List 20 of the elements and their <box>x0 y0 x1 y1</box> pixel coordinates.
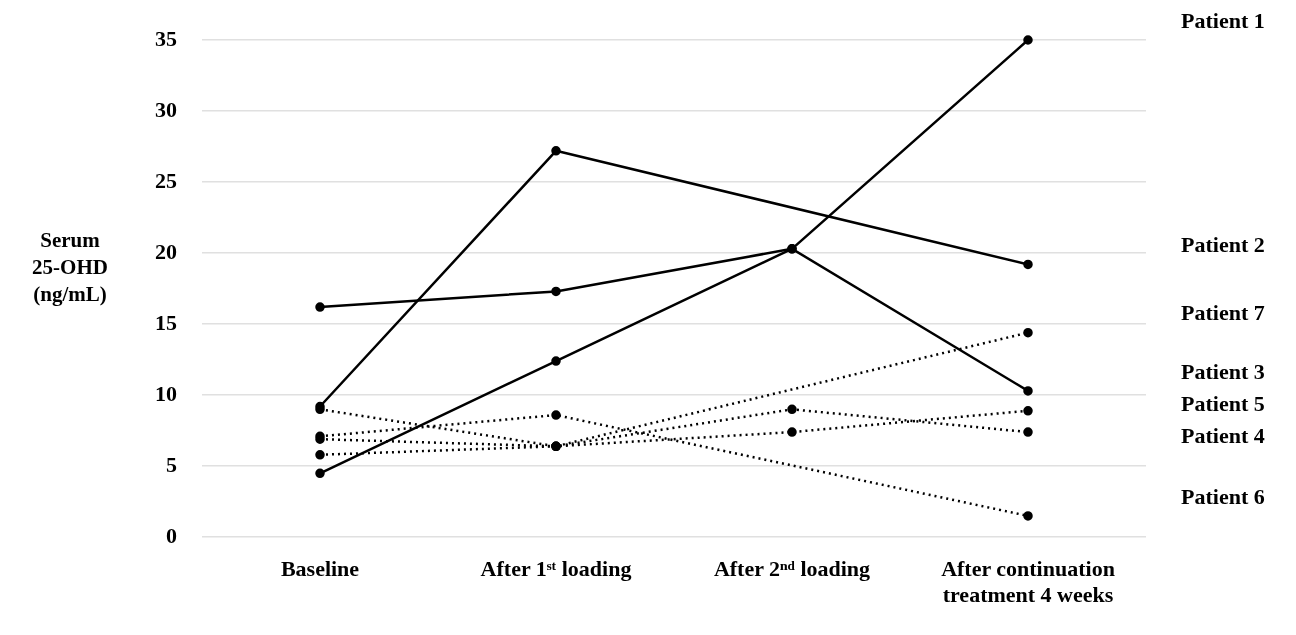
text: Patient 7 <box>1181 300 1265 326</box>
y-tick-label: 0 <box>166 522 177 548</box>
text: Patient 4 <box>1181 422 1265 448</box>
y-tick-label: 10 <box>155 380 177 406</box>
y-tick-label: 30 <box>155 96 177 122</box>
y-tick-label: 5 <box>166 451 177 477</box>
y-tick-label: 25 <box>155 167 177 193</box>
y-tick-label: 15 <box>155 309 177 335</box>
x-tick-label: After 1ˢᵗ loading <box>480 556 632 582</box>
text: Patient 3 <box>1181 358 1265 384</box>
x-tick-label: After 2ⁿᵈ loading <box>713 556 871 582</box>
y-axis-title: Serum 25-OHD (ng/mL) <box>32 228 108 307</box>
text: Patient 2 <box>1181 232 1265 258</box>
x-tick-label: Baseline <box>280 556 360 582</box>
y-tick-label: 20 <box>155 238 177 264</box>
y-tick-label: 35 <box>155 25 177 51</box>
text: Patient 6 <box>1181 483 1265 509</box>
x-tick-label: After continuation treatment 4 weeks <box>941 556 1115 608</box>
text: Patient 1 <box>1181 7 1265 33</box>
text: Patient 5 <box>1181 390 1265 416</box>
